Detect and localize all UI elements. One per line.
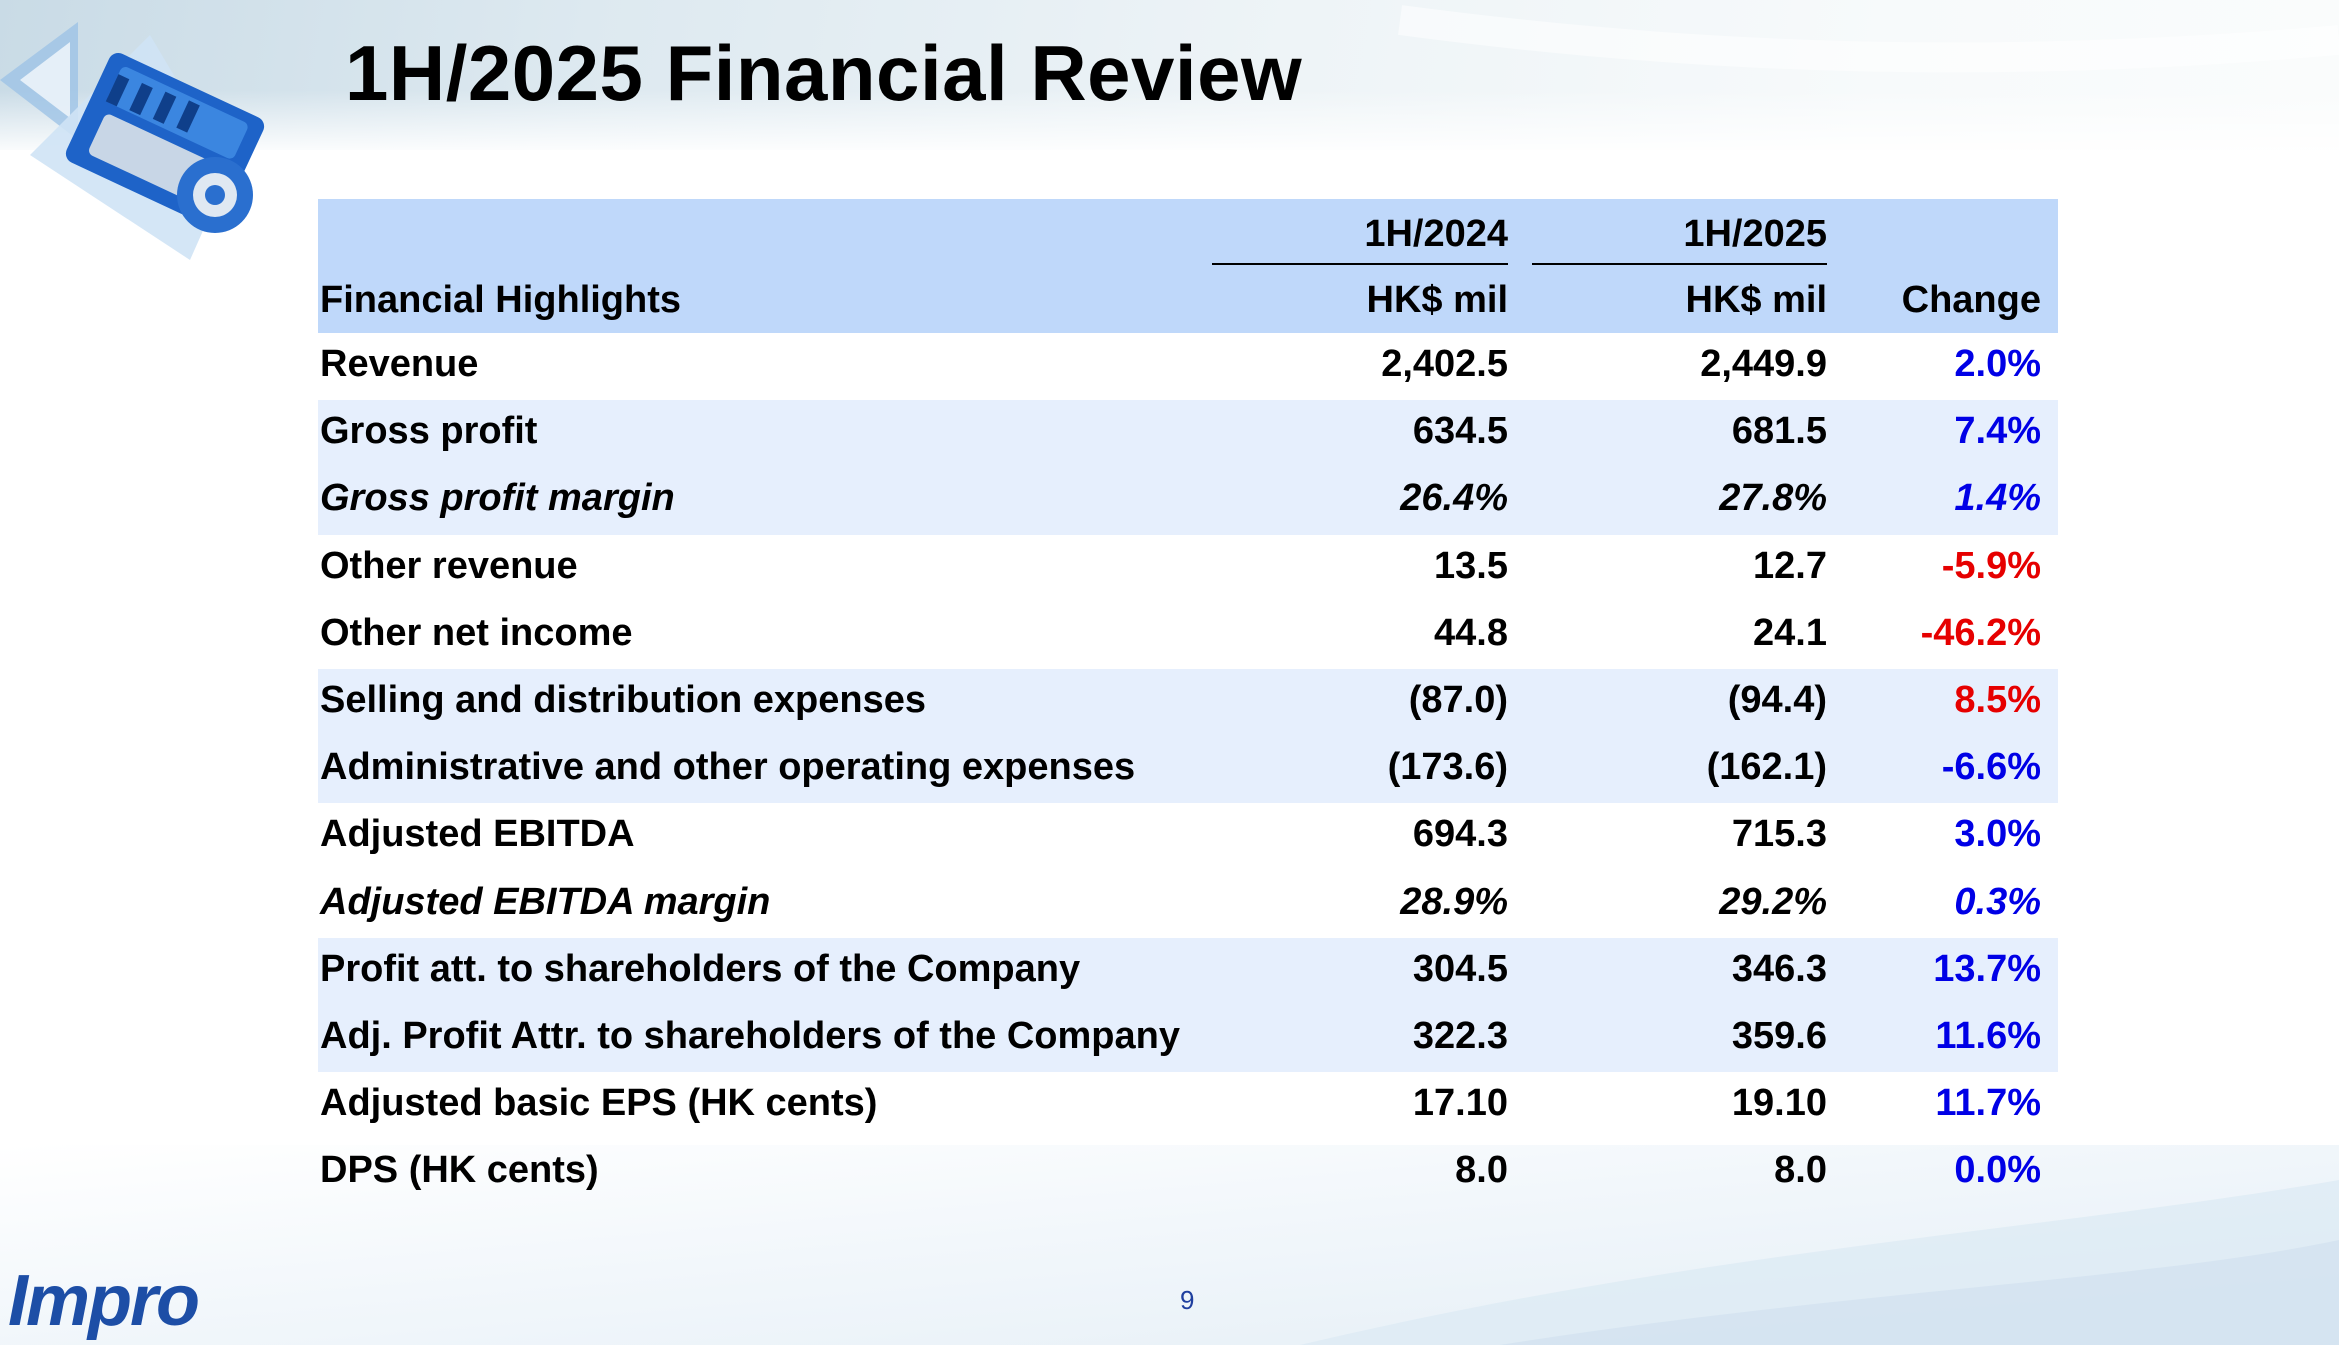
row-value-1h2024: 322.3 bbox=[1412, 1014, 1508, 1057]
table-header: 1H/2024 1H/2025 Financial Highlights HK$… bbox=[318, 199, 2058, 333]
row-value-1h2025: 8.0 bbox=[1774, 1149, 1827, 1192]
row-label: Adjusted EBITDA bbox=[320, 813, 635, 856]
page-number: 9 bbox=[1180, 1285, 1195, 1315]
row-value-1h2024: 694.3 bbox=[1412, 813, 1508, 856]
table-row: Administrative and other operating expen… bbox=[318, 736, 2058, 804]
row-change: 11.7% bbox=[1935, 1082, 2041, 1125]
table-row: Adjusted EBITDA 694.3 715.3 3.0% bbox=[318, 803, 2058, 870]
row-value-1h2024: 17.10 bbox=[1412, 1082, 1508, 1125]
table-row: Adjusted basic EPS (HK cents) 17.10 19.10 1… bbox=[318, 1072, 2058, 1139]
row-value-1h2025: 715.3 bbox=[1731, 813, 1827, 856]
row-value-1h2025: 12.7 bbox=[1753, 544, 1827, 587]
row-value-1h2025: 27.8% bbox=[1719, 477, 1827, 520]
row-value-1h2025: 24.1 bbox=[1753, 611, 1827, 654]
row-value-1h2024: 13.5 bbox=[1434, 544, 1508, 587]
row-label: Selling and distribution expenses bbox=[320, 678, 926, 721]
row-change: -5.9% bbox=[1941, 544, 2041, 587]
engine-logo-graphic bbox=[0, 22, 265, 260]
row-value-1h2025: 2,449.9 bbox=[1700, 343, 1827, 385]
header-financial-highlights: Financial Highlights bbox=[320, 279, 682, 321]
row-label: Other revenue bbox=[320, 544, 578, 587]
row-value-1h2025: 29.2% bbox=[1719, 880, 1827, 923]
row-value-1h2024: (87.0) bbox=[1408, 678, 1508, 721]
table-row: Selling and distribution expenses (87.0) (… bbox=[318, 668, 2058, 737]
row-value-1h2024: 634.5 bbox=[1412, 410, 1508, 453]
table-row: Gross profit margin 26.4% 27.8% 1.4% bbox=[318, 467, 2058, 535]
table-row: Revenue 2,402.5 2,449.9 2.0% bbox=[318, 333, 2058, 400]
row-value-1h2024: 8.0 bbox=[1455, 1149, 1508, 1192]
row-value-1h2025: (94.4) bbox=[1727, 678, 1827, 721]
header-rule-1h2024 bbox=[1212, 263, 1508, 265]
row-label: Adjusted basic EPS (HK cents) bbox=[320, 1082, 878, 1125]
table-row: Adj. Profit Attr. to shareholders of the… bbox=[318, 1004, 2058, 1073]
header-period-1h2025: 1H/2025 bbox=[1683, 213, 1827, 255]
row-value-1h2024: 26.4% bbox=[1400, 477, 1508, 520]
table-row: Adjusted EBITDA margin 28.9% 29.2% 0.3% bbox=[318, 871, 2058, 938]
table-body: Revenue 2,402.5 2,449.9 2.0% Gross profit 634… bbox=[318, 333, 2058, 1206]
row-label: Other net income bbox=[320, 611, 633, 654]
row-value-1h2025: 346.3 bbox=[1731, 947, 1827, 990]
row-change: -6.6% bbox=[1941, 746, 2041, 789]
row-value-1h2024: 2,402.5 bbox=[1381, 343, 1508, 385]
table-row: Other net income 44.8 24.1 -46.2% bbox=[318, 602, 2058, 669]
row-value-1h2024: 44.8 bbox=[1434, 611, 1508, 654]
header-change: Change bbox=[1901, 279, 2041, 321]
row-change: 1.4% bbox=[1954, 477, 2041, 520]
row-value-1h2025: (162.1) bbox=[1706, 746, 1827, 789]
row-change: 8.5% bbox=[1954, 678, 2041, 721]
row-change: -46.2% bbox=[1920, 611, 2041, 654]
row-label: Adj. Profit Attr. to shareholders of the… bbox=[320, 1014, 1180, 1057]
row-change: 3.0% bbox=[1954, 813, 2041, 856]
row-value-1h2024: 28.9% bbox=[1400, 880, 1508, 923]
table-row: DPS (HK cents) 8.0 8.0 0.0% bbox=[318, 1139, 2058, 1206]
row-label: DPS (HK cents) bbox=[320, 1149, 599, 1192]
row-label: Gross profit margin bbox=[320, 477, 675, 520]
row-value-1h2024: 304.5 bbox=[1412, 947, 1508, 990]
row-value-1h2025: 19.10 bbox=[1731, 1082, 1827, 1125]
table-row: Profit att. to shareholders of the Compa… bbox=[318, 937, 2058, 1005]
table-row: Other revenue 13.5 12.7 -5.9% bbox=[318, 535, 2058, 602]
header-unit-1h2025: HK$ mil bbox=[1685, 279, 1827, 321]
row-value-1h2024: (173.6) bbox=[1387, 746, 1508, 789]
row-change: 2.0% bbox=[1954, 343, 2041, 385]
row-label: Profit att. to shareholders of the Compa… bbox=[320, 947, 1081, 990]
financial-highlights-table: 1H/2024 1H/2025 Financial Highlights HK$… bbox=[318, 199, 2058, 1206]
row-label: Administrative and other operating expen… bbox=[320, 746, 1136, 789]
row-label: Gross profit bbox=[320, 410, 538, 453]
row-label: Revenue bbox=[320, 343, 479, 385]
row-value-1h2025: 359.6 bbox=[1731, 1014, 1827, 1057]
page-title: 1H/2025 Financial Review bbox=[345, 29, 1303, 117]
brand-logo: Impro bbox=[8, 1261, 200, 1341]
row-change: 0.0% bbox=[1954, 1149, 2041, 1192]
row-change: 13.7% bbox=[1933, 947, 2041, 990]
row-change: 0.3% bbox=[1954, 880, 2041, 923]
table-row: Gross profit 634.5 681.5 7.4% bbox=[318, 400, 2058, 468]
row-label: Adjusted EBITDA margin bbox=[320, 880, 771, 923]
header-period-1h2024: 1H/2024 bbox=[1364, 213, 1508, 255]
header-unit-1h2024: HK$ mil bbox=[1366, 279, 1508, 321]
row-value-1h2025: 681.5 bbox=[1731, 410, 1827, 453]
header-rule-1h2025 bbox=[1532, 263, 1827, 265]
row-change: 7.4% bbox=[1954, 410, 2041, 453]
row-change: 11.6% bbox=[1935, 1014, 2041, 1057]
